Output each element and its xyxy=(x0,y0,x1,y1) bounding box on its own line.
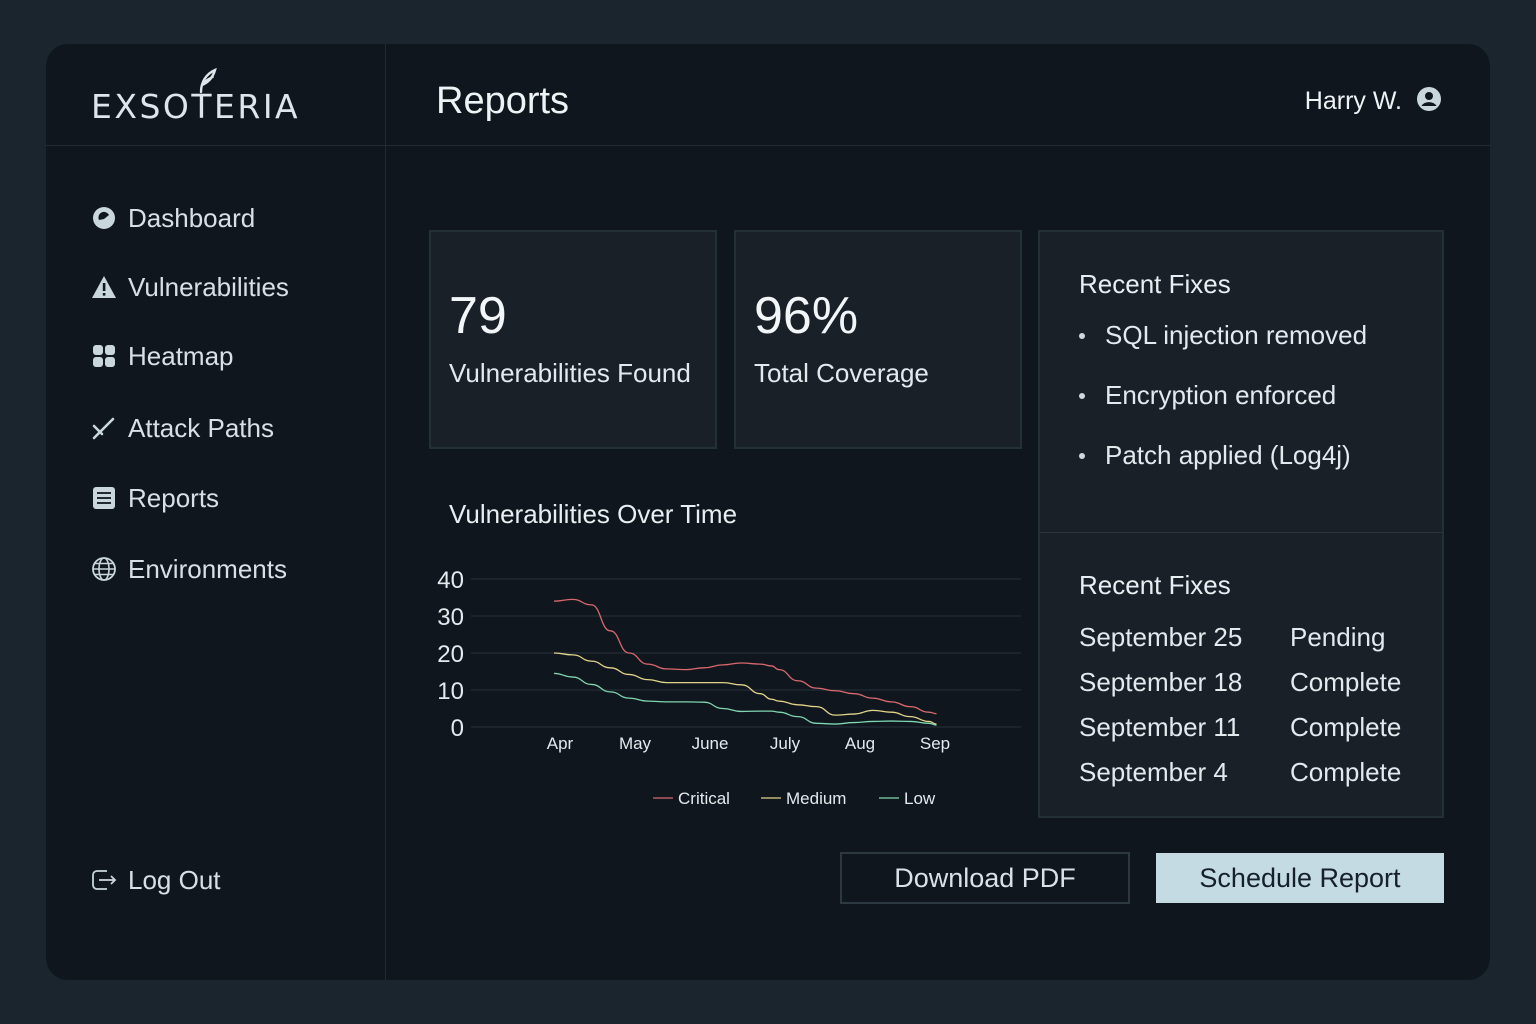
stat-card-vulnerabilities: 79 Vulnerabilities Found xyxy=(429,230,717,449)
series-line-critical xyxy=(553,598,937,715)
sidebar-item-heatmap[interactable]: Heatmap xyxy=(91,339,234,373)
sidebar-item-label: Reports xyxy=(128,482,220,513)
logout-label: Log Out xyxy=(128,864,221,895)
sidebar-item-environments[interactable]: Environments xyxy=(91,552,287,586)
schedule-date: September 25 xyxy=(1079,622,1243,652)
logout-icon xyxy=(91,867,117,893)
sidebar-item-label: Vulnerabilities xyxy=(128,271,289,302)
attack-path-icon xyxy=(91,415,117,441)
chart-title: Vulnerabilities Over Time xyxy=(449,499,738,529)
legend-label: Low xyxy=(904,789,936,808)
y-tick-label: 30 xyxy=(437,604,464,631)
app-window: EXSOTERIA Dashboard Vulnerabilities xyxy=(46,44,1490,980)
logout-button[interactable]: Log Out xyxy=(91,863,221,897)
brand-area: EXSOTERIA xyxy=(46,44,386,146)
list-item: SQL injection removed xyxy=(1079,320,1367,351)
y-tick-label: 10 xyxy=(437,678,464,705)
fixes-panel: Recent Fixes SQL injection removed Encry… xyxy=(1038,230,1444,818)
legend-label: Critical xyxy=(678,789,730,808)
user-avatar-icon xyxy=(1416,86,1442,117)
x-tick-label: May xyxy=(619,734,652,753)
sidebar-item-label: Attack Paths xyxy=(128,412,274,443)
sidebar-item-dashboard[interactable]: Dashboard xyxy=(91,201,255,235)
y-tick-label: 20 xyxy=(437,641,464,668)
sidebar: EXSOTERIA Dashboard Vulnerabilities xyxy=(46,44,386,980)
logo: EXSOTERIA xyxy=(91,87,301,126)
page-title: Reports xyxy=(436,80,570,122)
schedule-status: Complete xyxy=(1290,712,1402,742)
legend-label: Medium xyxy=(786,789,846,808)
stat-label: Total Coverage xyxy=(754,358,929,388)
fix-text: Encryption enforced xyxy=(1105,380,1337,410)
user-name: Harry W. xyxy=(1304,87,1402,115)
dashboard-icon xyxy=(91,205,117,231)
schedule-date: September 11 xyxy=(1079,712,1241,742)
stat-label: Vulnerabilities Found xyxy=(449,358,691,388)
schedule-date: September 4 xyxy=(1079,757,1228,787)
user-menu[interactable]: Harry W. xyxy=(1305,86,1442,117)
schedule-title: Recent Fixes xyxy=(1079,570,1231,600)
list-item: Encryption enforced xyxy=(1079,380,1336,411)
y-tick-label: 40 xyxy=(437,567,464,594)
bullet xyxy=(1079,452,1085,459)
series-line-low xyxy=(553,672,937,726)
bullet xyxy=(1079,392,1085,399)
sidebar-item-label: Dashboard xyxy=(128,202,256,233)
sidebar-item-label: Heatmap xyxy=(128,340,234,371)
schedule-status: Complete xyxy=(1290,757,1402,787)
x-tick-label: Sep xyxy=(920,734,950,753)
header: Reports Harry W. xyxy=(386,44,1490,146)
schedule-status: Complete xyxy=(1290,667,1402,697)
stat-value: 79 xyxy=(449,287,507,345)
sidebar-item-vulnerabilities[interactable]: Vulnerabilities xyxy=(91,270,289,304)
y-tick-label: 0 xyxy=(451,715,464,742)
fix-text: Patch applied (Log4j) xyxy=(1105,440,1351,470)
x-tick-label: Apr xyxy=(547,734,574,753)
fix-text: SQL injection removed xyxy=(1105,320,1368,350)
stat-value: 96% xyxy=(754,287,859,345)
series-line-medium xyxy=(553,652,937,725)
sidebar-item-label: Environments xyxy=(128,553,287,584)
grid-icon xyxy=(91,343,117,369)
schedule-status: Pending xyxy=(1290,622,1386,652)
bullet xyxy=(1079,332,1085,339)
sidebar-item-attack-paths[interactable]: Attack Paths xyxy=(91,411,274,445)
warning-icon xyxy=(91,274,117,300)
download-pdf-button[interactable]: Download PDF xyxy=(840,852,1130,904)
schedule-report-button[interactable]: Schedule Report xyxy=(1156,853,1444,903)
x-tick-label: Aug xyxy=(845,734,875,753)
leaf-icon xyxy=(198,67,218,99)
x-tick-label: July xyxy=(770,734,801,753)
recent-fixes-title: Recent Fixes xyxy=(1079,269,1231,299)
sidebar-item-reports[interactable]: Reports xyxy=(91,481,219,515)
report-icon xyxy=(91,485,117,511)
schedule-date: September 18 xyxy=(1079,667,1243,697)
globe-icon xyxy=(91,556,117,582)
list-item: Patch applied (Log4j) xyxy=(1079,440,1351,471)
x-tick-label: June xyxy=(692,734,729,753)
vulnerabilities-chart: 0 10 20 30 40 Apr May June July Aug Sep Critical Med… xyxy=(437,567,1021,808)
divider xyxy=(1040,532,1442,533)
stat-card-coverage: 96% Total Coverage xyxy=(734,230,1022,449)
